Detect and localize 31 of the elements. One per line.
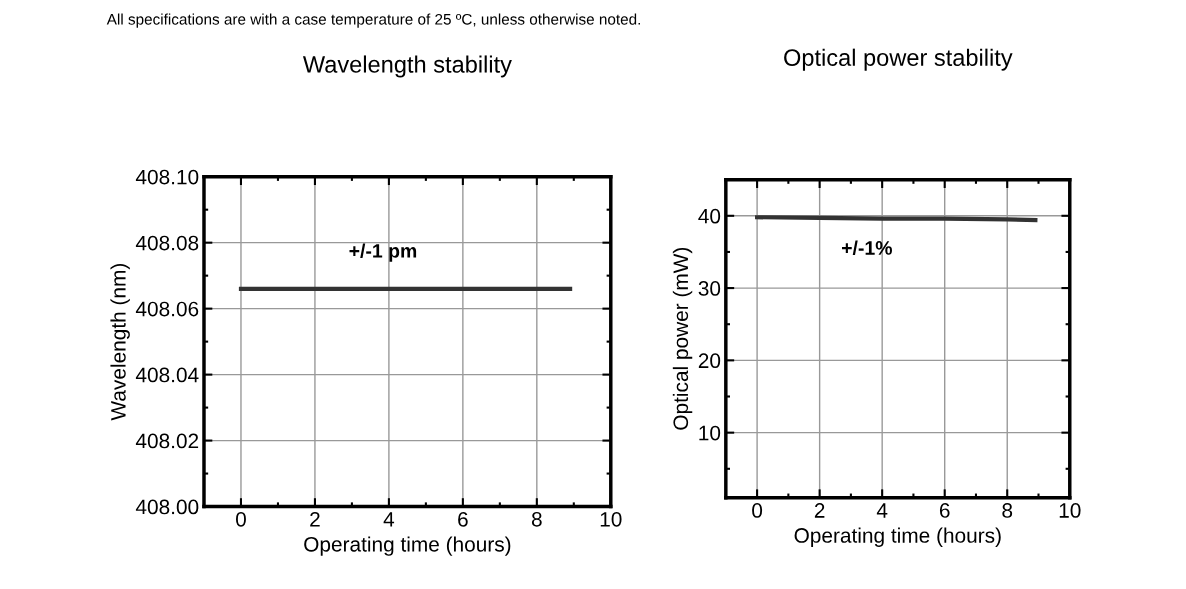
x-tick-label: 8 — [531, 511, 542, 527]
x-tick-label: 10 — [1059, 503, 1081, 518]
x-tick-label: 2 — [814, 503, 825, 518]
y-tick-label: 408.08 — [135, 235, 199, 251]
x-tick-label: 0 — [752, 503, 763, 518]
y-tick-label: 408.04 — [135, 367, 199, 383]
y-tick-label: 40 — [698, 208, 721, 224]
x-tick-label: 6 — [458, 511, 468, 527]
x-axis-title: Operating time (hours) — [304, 536, 511, 556]
y-axis-title: Optical power (mW) — [672, 247, 693, 430]
y-tick-label: 408.00 — [135, 499, 199, 515]
x-tick-label: 2 — [310, 511, 320, 527]
annotation: +/-1 pm — [349, 243, 417, 262]
chart-title: Optical power stability — [784, 48, 1013, 71]
y-tick-label: 10 — [699, 425, 721, 441]
y-tick-label: 408.02 — [135, 433, 199, 449]
x-tick-label: 4 — [383, 512, 395, 527]
x-tick-label: 4 — [876, 503, 888, 518]
y-axis-title: Wavelength (nm) — [110, 263, 130, 421]
x-tick-label: 0 — [235, 511, 246, 527]
y-tick-label: 20 — [698, 353, 721, 369]
y-tick-label: 408.06 — [135, 301, 199, 317]
x-tick-label: 8 — [1002, 503, 1013, 518]
x-tick-label: 10 — [600, 511, 622, 527]
y-tick-label: 30 — [698, 281, 721, 296]
chart-title: Wavelength stability — [302, 55, 512, 78]
text: All specifications are with a case temperature of 25 ºC, unless otherwise noted. — [106, 13, 640, 28]
x-tick-label: 6 — [939, 503, 950, 518]
annotation: +/-1% — [842, 240, 892, 256]
x-axis-title: Operating time (hours) — [794, 527, 1001, 547]
y-tick-label: 408.10 — [135, 169, 199, 185]
